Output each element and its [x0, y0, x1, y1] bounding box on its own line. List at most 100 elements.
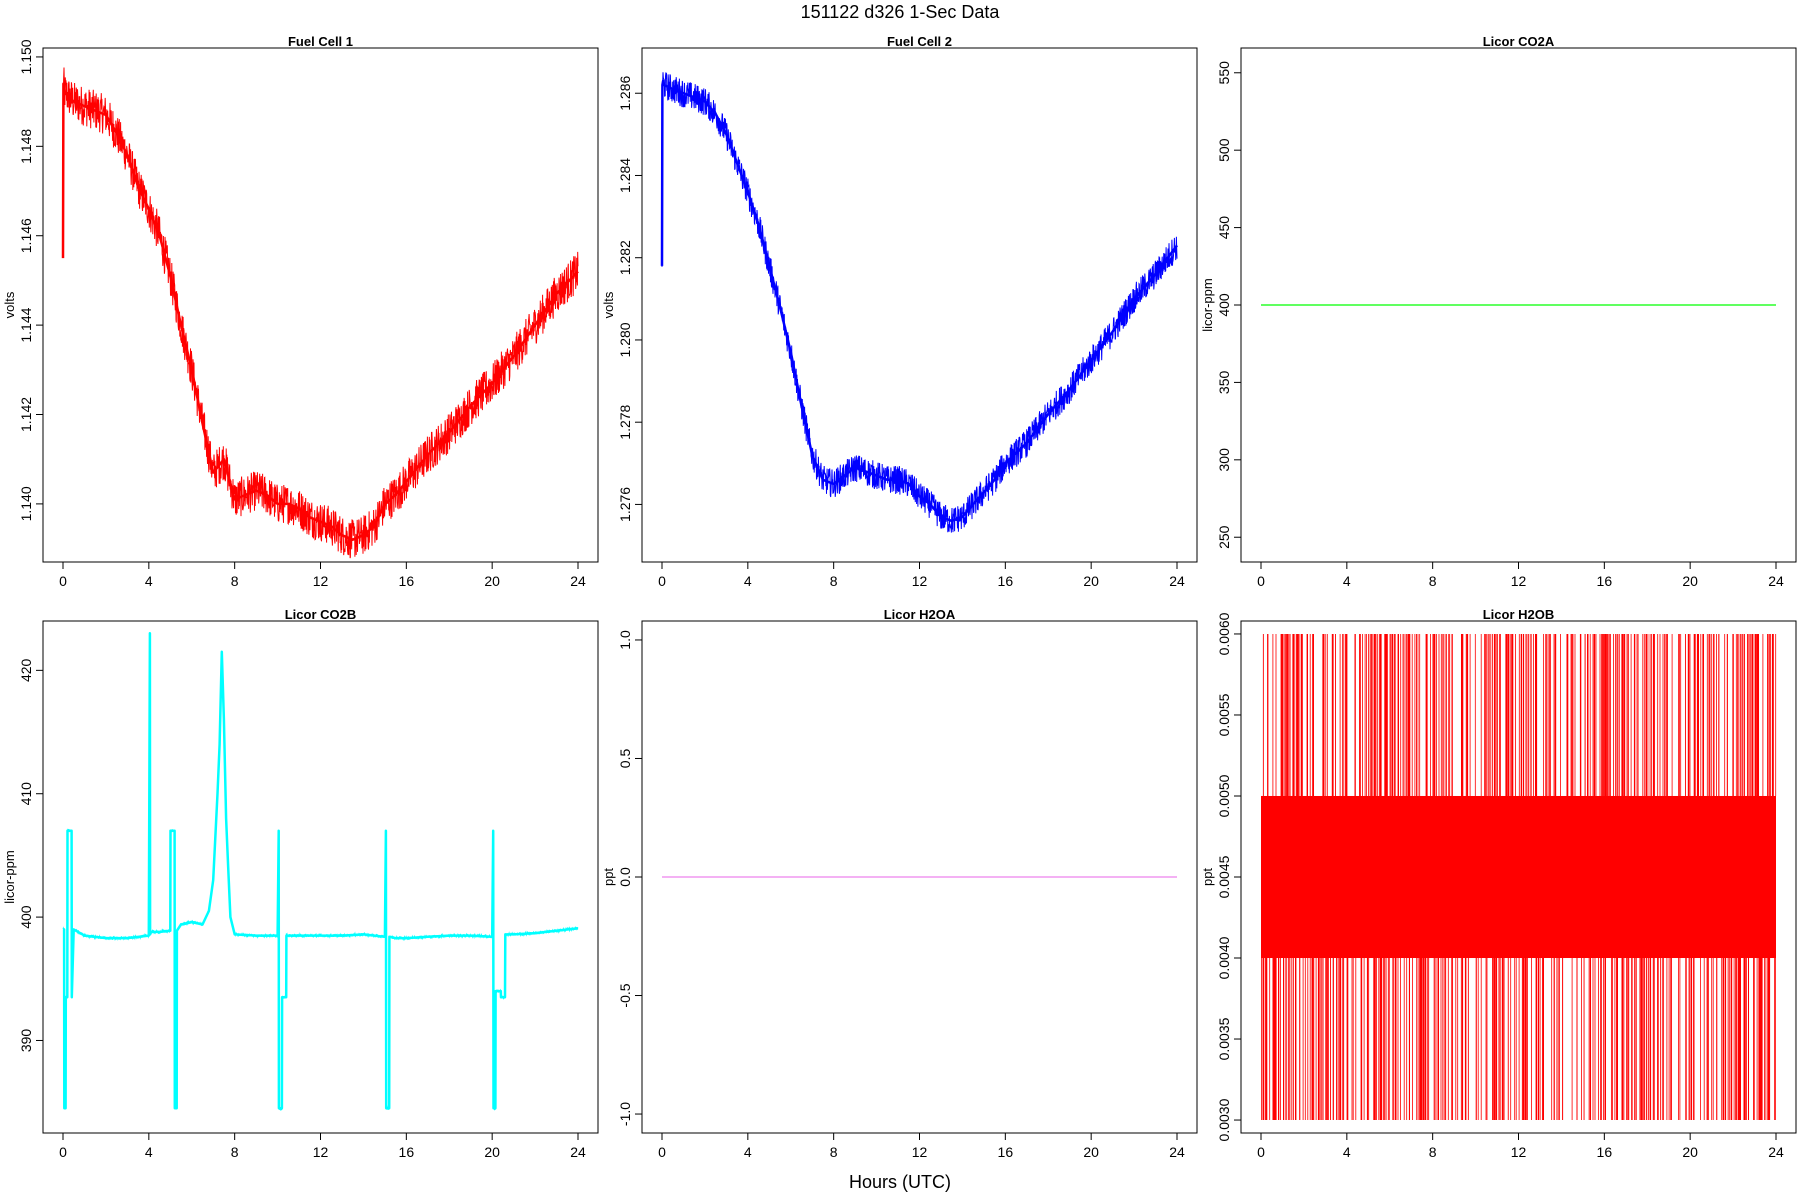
panel-title: Fuel Cell 1: [288, 34, 353, 49]
x-tick-label: 16: [1597, 573, 1613, 589]
panel-title: Licor H2OA: [884, 607, 956, 622]
x-tick-label: 0: [658, 1144, 666, 1160]
y-tick-label: 0.0035: [1216, 1017, 1232, 1060]
panel-title: Licor CO2A: [1483, 34, 1555, 49]
plot-area: [1261, 633, 1777, 1121]
y-tick-label: -0.5: [617, 983, 633, 1007]
y-tick-label: 1.286: [617, 76, 633, 111]
x-tick-label: 16: [399, 573, 415, 589]
spike-series: [1261, 633, 1777, 1121]
panel-title: Licor H2OB: [1483, 607, 1555, 622]
y-axis-label: licor-ppm: [1200, 278, 1215, 331]
x-tick-label: 0: [1257, 1144, 1265, 1160]
panel-5: Licor H2OA ppt 0 4 8 12 16 20 24 -1.0 -0.5 0.0 0.5 1.…: [601, 607, 1198, 1160]
y-tick-label: 1.150: [18, 39, 34, 74]
y-tick-label: 0.0030: [1216, 1098, 1232, 1141]
x-tick-label: 20: [1682, 1144, 1698, 1160]
series-noise: [62, 67, 579, 559]
x-tick-label: 20: [484, 1144, 500, 1160]
y-tick-label: 420: [18, 658, 34, 682]
x-tick-label: 0: [658, 573, 666, 589]
y-tick-label: 0.0045: [1216, 855, 1232, 898]
band-series: [1261, 795, 1776, 959]
plot-area: [61, 67, 579, 559]
x-tick-label: 24: [1768, 1144, 1784, 1160]
y-tick-label: 410: [18, 782, 34, 806]
x-tick-label: 12: [1511, 1144, 1527, 1160]
y-tick-label: 500: [1216, 138, 1232, 162]
x-tick-label: 8: [830, 1144, 838, 1160]
y-tick-label: 350: [1216, 371, 1232, 395]
x-tick-label: 16: [998, 1144, 1014, 1160]
panel-1: Fuel Cell 1 volts 0 4 8 12 16 20 24 1.140 1.142 1.1…: [2, 34, 599, 589]
x-tick-label: 16: [1597, 1144, 1613, 1160]
x-tick-label: 0: [59, 1144, 67, 1160]
y-tick-label: 1.284: [617, 158, 633, 193]
series-noise: [661, 72, 1178, 533]
y-axis-label: ppt: [601, 868, 616, 886]
y-tick-label: 0.0040: [1216, 936, 1232, 979]
x-tick-label: 0: [1257, 573, 1265, 589]
x-tick-label: 24: [1169, 573, 1185, 589]
panel-title: Licor CO2B: [285, 607, 357, 622]
y-tick-label: 1.140: [18, 486, 34, 521]
x-tick-label: 8: [1429, 573, 1437, 589]
y-axis-label: volts: [601, 291, 616, 318]
panel-6: Licor H2OB ppt 0 4 8 12 16 20 24 0.0030 0.0035 0.00…: [1200, 607, 1797, 1160]
y-tick-label: 0.0: [617, 867, 633, 887]
panel-3: Licor CO2A licor-ppm 0 4 8 12 16 20 24 250 300 350 4…: [1200, 34, 1797, 589]
y-tick-label: 400: [1216, 293, 1232, 317]
y-tick-label: 1.146: [18, 218, 34, 253]
series-line: [62, 632, 579, 1110]
x-tick-label: 20: [1083, 1144, 1099, 1160]
y-tick-label: -1.0: [617, 1102, 633, 1126]
panel-2: Fuel Cell 2 volts 0 4 8 12 16 20 24 1.276 1.278 1.2…: [601, 34, 1198, 589]
x-tick-label: 16: [399, 1144, 415, 1160]
x-tick-label: 24: [1169, 1144, 1185, 1160]
x-tick-label: 4: [1343, 1144, 1351, 1160]
x-tick-label: 12: [912, 573, 928, 589]
x-tick-label: 4: [145, 573, 153, 589]
x-tick-label: 12: [313, 1144, 329, 1160]
y-tick-label: 1.148: [18, 129, 34, 164]
y-tick-label: 1.0: [617, 630, 633, 650]
x-tick-label: 24: [570, 573, 586, 589]
panel-4: Licor CO2B licor-ppm 0 4 8 12 16 20 24 390 400 410 4…: [2, 607, 599, 1160]
x-tick-label: 4: [145, 1144, 153, 1160]
y-tick-label: 0.5: [617, 749, 633, 769]
y-tick-label: 250: [1216, 525, 1232, 549]
y-tick-label: 0.0050: [1216, 774, 1232, 817]
x-tick-label: 4: [744, 573, 752, 589]
y-tick-label: 1.278: [617, 404, 633, 439]
panel-title: Fuel Cell 2: [887, 34, 952, 49]
x-tick-label: 4: [1343, 573, 1351, 589]
y-tick-label: 1.144: [18, 307, 34, 342]
x-tick-label: 20: [1083, 573, 1099, 589]
series-line: [660, 79, 1179, 523]
x-tick-label: 8: [830, 573, 838, 589]
series-line: [61, 82, 579, 541]
y-tick-label: 550: [1216, 61, 1232, 85]
y-tick-label: 0.0055: [1216, 693, 1232, 736]
x-tick-label: 20: [484, 573, 500, 589]
y-tick-label: 1.142: [18, 397, 34, 432]
x-tick-label: 16: [998, 573, 1014, 589]
figure-title: 151122 d326 1-Sec Data: [800, 2, 1000, 22]
series-noise: [62, 633, 579, 1112]
y-tick-label: 0.0060: [1216, 612, 1232, 655]
y-axis-label: licor-ppm: [2, 850, 17, 903]
x-tick-label: 12: [912, 1144, 928, 1160]
y-tick-label: 300: [1216, 448, 1232, 472]
x-tick-label: 8: [1429, 1144, 1437, 1160]
y-tick-label: 1.282: [617, 240, 633, 275]
x-tick-label: 12: [313, 573, 329, 589]
y-tick-label: 400: [18, 905, 34, 929]
y-axis-label: ppt: [1200, 868, 1215, 886]
x-tick-label: 24: [570, 1144, 586, 1160]
x-tick-label: 8: [231, 573, 239, 589]
x-tick-label: 4: [744, 1144, 752, 1160]
plot-area: [62, 632, 579, 1112]
y-tick-label: 1.276: [617, 487, 633, 522]
x-tick-label: 0: [59, 573, 67, 589]
